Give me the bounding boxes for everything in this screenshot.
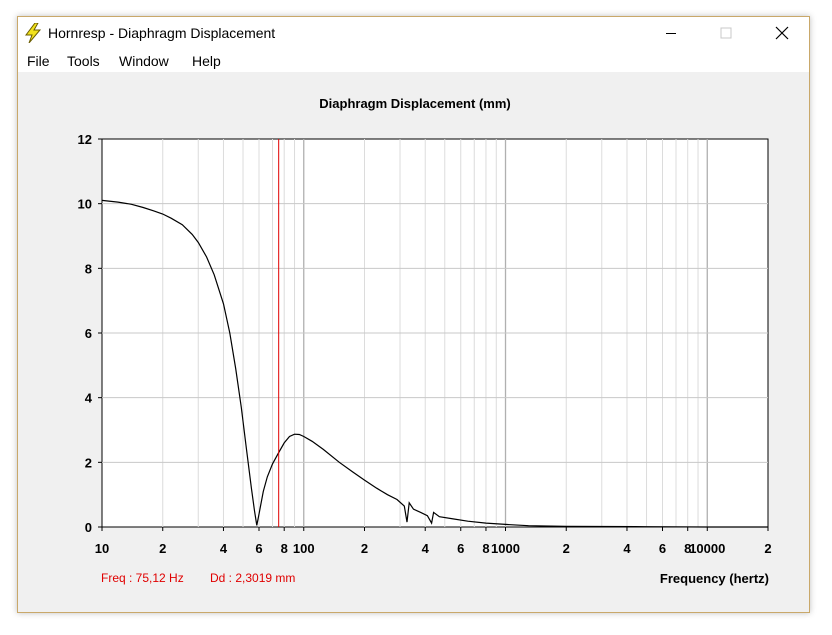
x-tick-label: 6 xyxy=(457,541,464,556)
y-tick-label: 4 xyxy=(85,391,93,406)
x-tick-label: 2 xyxy=(764,541,771,556)
menu-file[interactable]: File xyxy=(27,53,50,69)
y-axis-ticks: 0 2 4 6 8 10 12 xyxy=(78,132,102,535)
close-button[interactable] xyxy=(759,17,805,48)
menu-bar: File Tools Window Help xyxy=(18,48,809,72)
x-tick-label: 4 xyxy=(422,541,430,556)
series-line xyxy=(101,199,768,528)
x-tick-label: 2 xyxy=(361,541,368,556)
x-tick-label: 8 xyxy=(482,541,489,556)
minimize-icon xyxy=(666,32,676,34)
y-tick-label: 2 xyxy=(85,455,92,470)
y-tick-label: 12 xyxy=(78,132,92,147)
displacement-chart[interactable]: Diaphragm Displacement (mm) 0 2 4 6 8 10 12 10… xyxy=(18,72,809,612)
x-tick-label: 8 xyxy=(281,541,288,556)
menu-tools[interactable]: Tools xyxy=(67,53,100,69)
hornresp-window: Hornresp - Diaphragm Displacement File T… xyxy=(17,16,810,613)
x-tick-label: 4 xyxy=(623,541,631,556)
dd-readout: Dd : 2,3019 mm xyxy=(210,571,295,585)
x-tick-label: 100 xyxy=(293,541,315,556)
x-tick-label: 1000 xyxy=(491,541,520,556)
title-bar[interactable]: Hornresp - Diaphragm Displacement xyxy=(18,17,809,48)
x-tick-label: 6 xyxy=(659,541,666,556)
x-tick-label: 10000 xyxy=(689,541,725,556)
x-axis-label: Frequency (hertz) xyxy=(660,571,769,586)
x-tick-label: 4 xyxy=(220,541,228,556)
y-tick-label: 0 xyxy=(85,520,92,535)
x-tick-label: 2 xyxy=(563,541,570,556)
grid xyxy=(102,139,768,527)
x-tick-label: 8 xyxy=(684,541,691,556)
x-tick-label: 10 xyxy=(95,541,109,556)
maximize-button[interactable] xyxy=(703,17,749,48)
close-icon xyxy=(775,26,789,39)
maximize-icon xyxy=(720,27,732,38)
menu-window[interactable]: Window xyxy=(119,53,169,69)
menu-help[interactable]: Help xyxy=(192,53,221,69)
y-tick-label: 8 xyxy=(85,261,92,276)
x-tick-label: 2 xyxy=(159,541,166,556)
y-tick-label: 6 xyxy=(85,326,92,341)
lightning-bolt-icon xyxy=(25,23,42,43)
window-title: Hornresp - Diaphragm Displacement xyxy=(48,25,276,41)
x-tick-label: 6 xyxy=(255,541,262,556)
minimize-button[interactable] xyxy=(648,17,694,48)
y-tick-label: 10 xyxy=(78,197,92,212)
freq-readout: Freq : 75,12 Hz xyxy=(101,571,184,585)
chart-title: Diaphragm Displacement (mm) xyxy=(319,96,510,111)
